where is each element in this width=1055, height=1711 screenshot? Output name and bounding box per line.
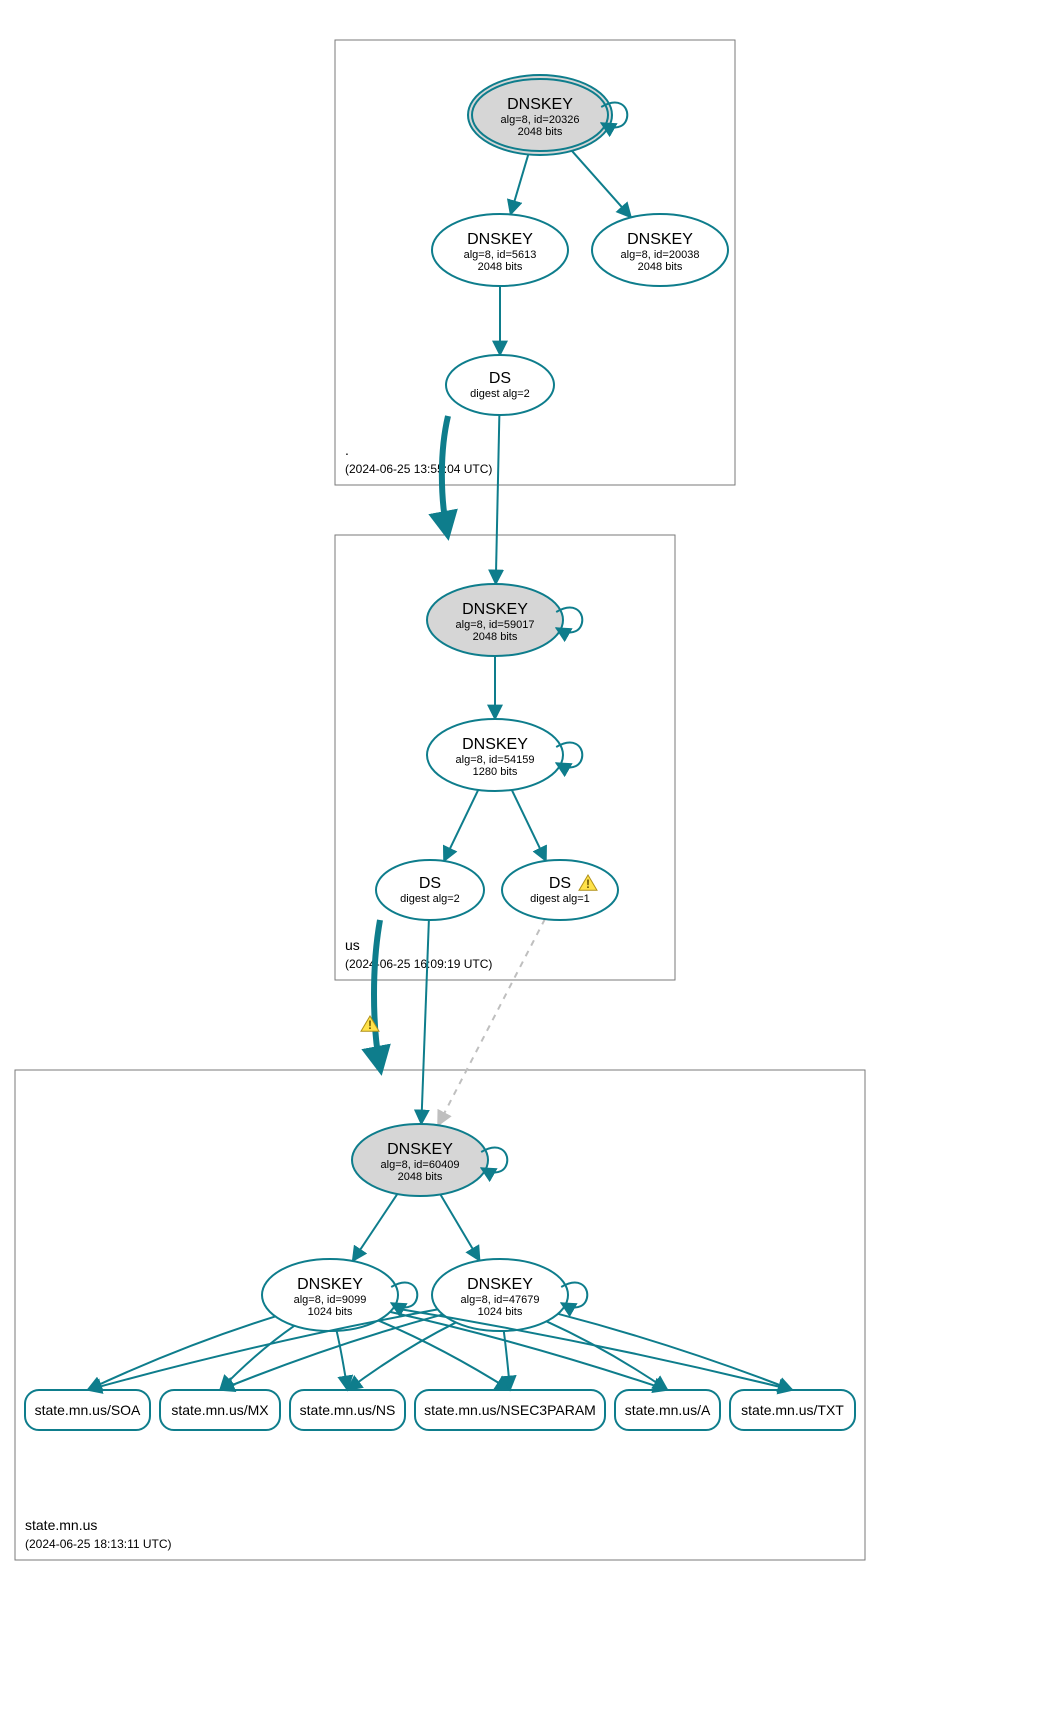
fan-st_k1-rr_mx [220, 1326, 294, 1390]
node-title: DS [489, 370, 511, 387]
zone-timestamp: (2024-06-25 16:09:19 UTC) [345, 957, 492, 971]
records-layer: state.mn.us/SOA state.mn.us/MX state.mn.us… [25, 1390, 855, 1430]
rr-label: state.mn.us/NSEC3PARAM [424, 1402, 596, 1418]
node-title: DNSKEY [467, 1276, 533, 1293]
dnssec-diagram: . (2024-06-25 13:55:04 UTC) us (2024-06-25 … [0, 0, 1055, 1711]
node-line3: 1024 bits [308, 1306, 353, 1318]
node-root_k1: DNSKEYalg=8, id=56132048 bits [432, 214, 568, 286]
node-us_zsk: DNSKEYalg=8, id=541591280 bits [427, 719, 582, 791]
node-line2: alg=8, id=47679 [461, 1294, 540, 1306]
edge-us_zsk-us_ds1 [512, 790, 546, 861]
node-line2: digest alg=1 [530, 893, 590, 905]
fan-st_k2-rr_a [546, 1321, 667, 1390]
thick-edge-1 [374, 920, 380, 1067]
rr-label: state.mn.us/MX [171, 1402, 269, 1418]
node-line3: 2048 bits [473, 631, 518, 643]
node-line2: digest alg=2 [400, 893, 460, 905]
node-line2: alg=8, id=54159 [456, 754, 535, 766]
rr_soa: state.mn.us/SOA [25, 1390, 150, 1430]
node-title: DNSKEY [467, 231, 533, 248]
edge-st_ksk-st_k2 [440, 1194, 479, 1260]
zone-label: us [345, 937, 360, 953]
fan-st_k2-rr_ns [348, 1322, 456, 1390]
node-st_k2: DNSKEYalg=8, id=476791024 bits [432, 1259, 587, 1331]
rr-label: state.mn.us/NS [300, 1402, 396, 1418]
rr-label: state.mn.us/SOA [35, 1402, 141, 1418]
node-line2: alg=8, id=59017 [456, 619, 535, 631]
edge-root_ksk-root_k2 [569, 148, 631, 218]
node-line3: 2048 bits [398, 1171, 443, 1183]
zone-label: state.mn.us [25, 1517, 97, 1533]
node-title: DNSKEY [507, 96, 573, 113]
edge-us_zsk-us_ds2 [444, 790, 478, 861]
node-us_ksk: DNSKEYalg=8, id=590172048 bits [427, 584, 582, 656]
node-title: DS [549, 875, 571, 892]
node-title: DNSKEY [462, 736, 528, 753]
node-line2: alg=8, id=20038 [621, 249, 700, 261]
zone-label: . [345, 442, 349, 458]
node-line2: alg=8, id=9099 [294, 1294, 367, 1306]
edge-st_ksk-st_k1 [353, 1194, 398, 1261]
edges-layer [353, 148, 631, 1261]
node-st_k1: DNSKEYalg=8, id=90991024 bits [262, 1259, 417, 1331]
node-us_ds2: DSdigest alg=2 [376, 860, 484, 920]
node-line3: 2048 bits [638, 261, 683, 273]
fan-st_k2-rr_txt [558, 1314, 793, 1390]
node-line3: 2048 bits [478, 261, 523, 273]
node-root_ds: DSdigest alg=2 [446, 355, 554, 415]
svg-text:!: ! [368, 1018, 372, 1032]
edge-us_ds2-st_ksk [421, 920, 429, 1124]
zone-timestamp: (2024-06-25 18:13:11 UTC) [25, 1537, 172, 1551]
node-st_ksk: DNSKEYalg=8, id=604092048 bits [352, 1124, 507, 1196]
fan-edges-layer [88, 1308, 793, 1390]
edge-root_ksk-root_k1 [511, 151, 530, 215]
rr_ns: state.mn.us/NS [290, 1390, 405, 1430]
node-line3: 2048 bits [518, 126, 563, 138]
node-title: DS [419, 875, 441, 892]
rr_mx: state.mn.us/MX [160, 1390, 280, 1430]
node-line2: alg=8, id=5613 [464, 249, 537, 261]
rr_nsec3: state.mn.us/NSEC3PARAM [415, 1390, 605, 1430]
rr_txt: state.mn.us/TXT [730, 1390, 855, 1430]
svg-text:!: ! [586, 877, 590, 891]
node-line2: alg=8, id=20326 [501, 114, 580, 126]
node-line3: 1280 bits [473, 766, 518, 778]
rr-label: state.mn.us/A [625, 1402, 711, 1418]
zone-timestamp: (2024-06-25 13:55:04 UTC) [345, 462, 492, 476]
fan-st_k2-rr_nsec3 [504, 1331, 510, 1390]
node-root_k2: DNSKEYalg=8, id=200382048 bits [592, 214, 728, 286]
node-title: DNSKEY [627, 231, 693, 248]
node-line2: digest alg=2 [470, 388, 530, 400]
fan-st_k1-rr_ns [337, 1331, 348, 1390]
edge-root_ds-us_ksk [496, 415, 500, 584]
node-title: DNSKEY [462, 601, 528, 618]
node-title: DNSKEY [387, 1141, 453, 1158]
node-root_ksk: DNSKEYalg=8, id=203262048 bits [468, 75, 627, 155]
node-line3: 1024 bits [478, 1306, 523, 1318]
rr-label: state.mn.us/TXT [741, 1402, 844, 1418]
rr_a: state.mn.us/A [615, 1390, 720, 1430]
node-line2: alg=8, id=60409 [381, 1159, 460, 1171]
edge-us_ds1-st_ksk [438, 919, 545, 1125]
node-title: DNSKEY [297, 1276, 363, 1293]
node-us_ds1: DSdigest alg=1! [502, 860, 618, 920]
